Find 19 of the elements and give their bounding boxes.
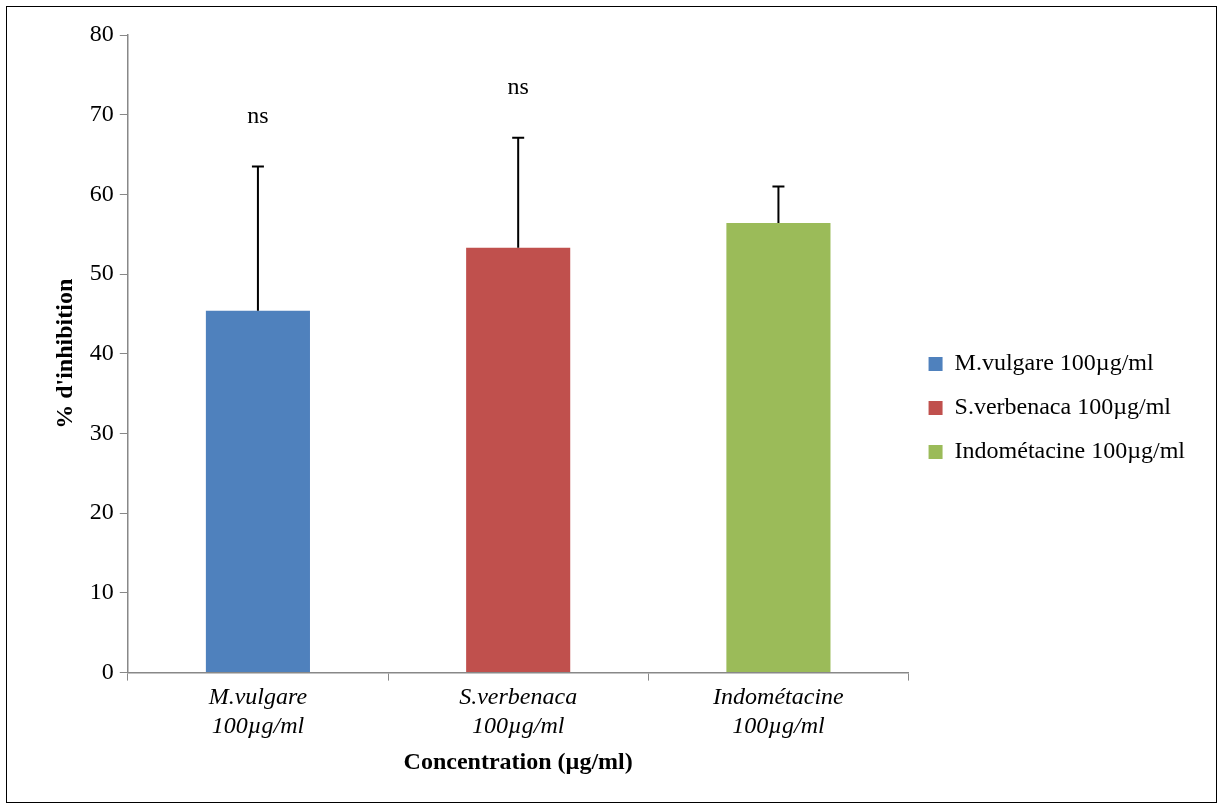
y-tick-label: 10 — [89, 578, 114, 605]
y-tick-label: 30 — [89, 418, 114, 445]
annotation: ns — [507, 73, 529, 100]
legend-label: Indométacine 100µg/ml — [954, 437, 1186, 464]
annotation: ns — [247, 101, 269, 128]
legend-label: S.verbenaca 100µg/ml — [954, 393, 1172, 420]
x-axis-title: Concentration (µg/ml) — [403, 747, 633, 774]
y-tick-label: 50 — [89, 259, 114, 286]
y-axis-title: % d'inhibition — [50, 278, 77, 429]
x-tick-label: S.verbenaca 100µg/ml — [459, 683, 578, 739]
y-tick-label: 0 — [101, 657, 114, 684]
y-tick-label: 80 — [89, 20, 114, 47]
legend-label: M.vulgare 100µg/ml — [954, 349, 1155, 376]
y-tick-label: 70 — [89, 100, 114, 126]
y-tick-label: 40 — [89, 339, 114, 366]
y-tick-label: 20 — [89, 498, 114, 525]
y-tick-label: 60 — [89, 179, 114, 206]
x-tick-label: Indométacine 100µg/ml — [712, 683, 845, 739]
x-tick-label: M.vulgare 100µg/ml — [207, 683, 308, 739]
